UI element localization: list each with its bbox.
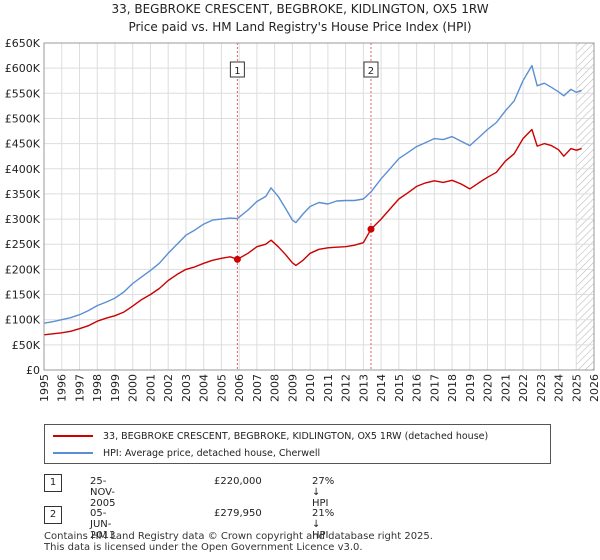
plot-frame bbox=[43, 42, 595, 371]
transaction-price: £279,950 bbox=[214, 508, 262, 519]
x-tick-label: 2020 bbox=[482, 374, 495, 402]
y-tick-label: £300K bbox=[5, 213, 41, 226]
x-tick-label: 2004 bbox=[198, 374, 211, 402]
y-tick-label: £50K bbox=[12, 339, 41, 352]
x-tick-label: 2005 bbox=[215, 374, 228, 402]
x-tick-label: 1999 bbox=[109, 374, 122, 402]
x-tick-label: 2018 bbox=[446, 374, 459, 402]
chart-title: 33, BEGBROKE CRESCENT, BEGBROKE, KIDLING… bbox=[111, 2, 489, 16]
y-tick-label: £0 bbox=[26, 364, 40, 377]
x-tick-label: 2008 bbox=[269, 374, 282, 402]
legend-label-hpi: HPI: Average price, detached house, Cher… bbox=[103, 447, 321, 459]
sale-point bbox=[367, 225, 375, 233]
x-tick-label: 2010 bbox=[304, 374, 317, 402]
x-tick-label: 2009 bbox=[286, 374, 299, 402]
property-price-line bbox=[43, 128, 582, 336]
y-tick-label: £350K bbox=[5, 188, 41, 201]
x-tick-label: 2025 bbox=[570, 374, 583, 402]
transaction-hpi-diff: 27% ↓ HPI bbox=[312, 476, 335, 509]
x-tick-label: 1997 bbox=[73, 374, 86, 402]
x-tick-label: 2024 bbox=[553, 374, 566, 402]
x-tick-label: 2001 bbox=[144, 374, 157, 402]
transaction-number: 2 bbox=[44, 506, 62, 524]
y-tick-label: £400K bbox=[5, 163, 41, 176]
transaction-hpi-diff: 21% ↓ HPI bbox=[312, 508, 335, 541]
transaction-number: 1 bbox=[44, 474, 62, 492]
x-tick-label: 2023 bbox=[535, 374, 548, 402]
x-tick-label: 2000 bbox=[127, 374, 140, 402]
x-tick-label: 2015 bbox=[393, 374, 406, 402]
future-hatch-region bbox=[576, 43, 594, 370]
x-tick-label: 2011 bbox=[322, 374, 335, 402]
sale-marker-label: 1 bbox=[234, 66, 240, 77]
sale-point bbox=[233, 255, 241, 263]
hpi-line bbox=[43, 64, 582, 324]
y-tick-label: £150K bbox=[5, 289, 41, 302]
legend-label-property: 33, BEGBROKE CRESCENT, BEGBROKE, KIDLING… bbox=[103, 430, 489, 442]
y-tick-label: £450K bbox=[5, 138, 41, 151]
x-tick-label: 2013 bbox=[357, 374, 370, 402]
plot-area bbox=[44, 43, 594, 370]
y-tick-label: £250K bbox=[5, 238, 41, 251]
y-tick-label: £600K bbox=[5, 62, 41, 75]
y-tick-label: £100K bbox=[5, 314, 41, 327]
x-tick-label: 2003 bbox=[180, 374, 193, 402]
transaction-date: 25-NOV-2005 bbox=[90, 476, 116, 509]
footer-license: This data is licensed under the Open Gov… bbox=[44, 542, 363, 553]
transaction-date: 05-JUN-2013 bbox=[90, 508, 116, 541]
y-tick-label: £500K bbox=[5, 112, 41, 125]
legend-item-hpi: HPI: Average price, detached house, Cher… bbox=[53, 445, 320, 461]
sale-marker-box bbox=[363, 61, 379, 78]
transaction-price: £220,000 bbox=[214, 476, 262, 487]
y-tick-label: £200K bbox=[5, 263, 41, 276]
legend-swatch-property bbox=[53, 435, 93, 437]
x-tick-label: 2014 bbox=[375, 374, 388, 402]
x-tick-label: 1998 bbox=[91, 374, 104, 402]
x-tick-label: 2017 bbox=[428, 374, 441, 402]
footer-copyright: Contains HM Land Registry data © Crown c… bbox=[44, 531, 433, 542]
x-tick-label: 2019 bbox=[464, 374, 477, 402]
x-tick-label: 1996 bbox=[56, 374, 69, 402]
sale-marker-box bbox=[229, 61, 245, 78]
x-tick-label: 2016 bbox=[411, 374, 424, 402]
legend: 33, BEGBROKE CRESCENT, BEGBROKE, KIDLING… bbox=[44, 424, 551, 464]
x-tick-label: 2022 bbox=[517, 374, 530, 402]
sale-marker-label: 2 bbox=[368, 66, 374, 77]
x-tick-label: 1995 bbox=[38, 374, 51, 402]
x-tick-label: 2012 bbox=[340, 374, 353, 402]
price-chart: £0 £50K £100K £150K £200K £250K £300K £350K £400… bbox=[5, 37, 600, 402]
legend-swatch-hpi bbox=[53, 452, 93, 454]
x-tick-label: 2026 bbox=[588, 374, 600, 402]
y-tick-label: £650K bbox=[5, 37, 41, 50]
chart-subtitle: Price paid vs. HM Land Registry's House … bbox=[128, 20, 472, 34]
x-tick-label: 2002 bbox=[162, 374, 175, 402]
x-tick-label: 2006 bbox=[233, 374, 246, 402]
legend-item-property: 33, BEGBROKE CRESCENT, BEGBROKE, KIDLING… bbox=[53, 428, 488, 444]
y-tick-label: £550K bbox=[5, 87, 41, 100]
x-tick-label: 2007 bbox=[251, 374, 264, 402]
x-tick-label: 2021 bbox=[499, 374, 512, 402]
